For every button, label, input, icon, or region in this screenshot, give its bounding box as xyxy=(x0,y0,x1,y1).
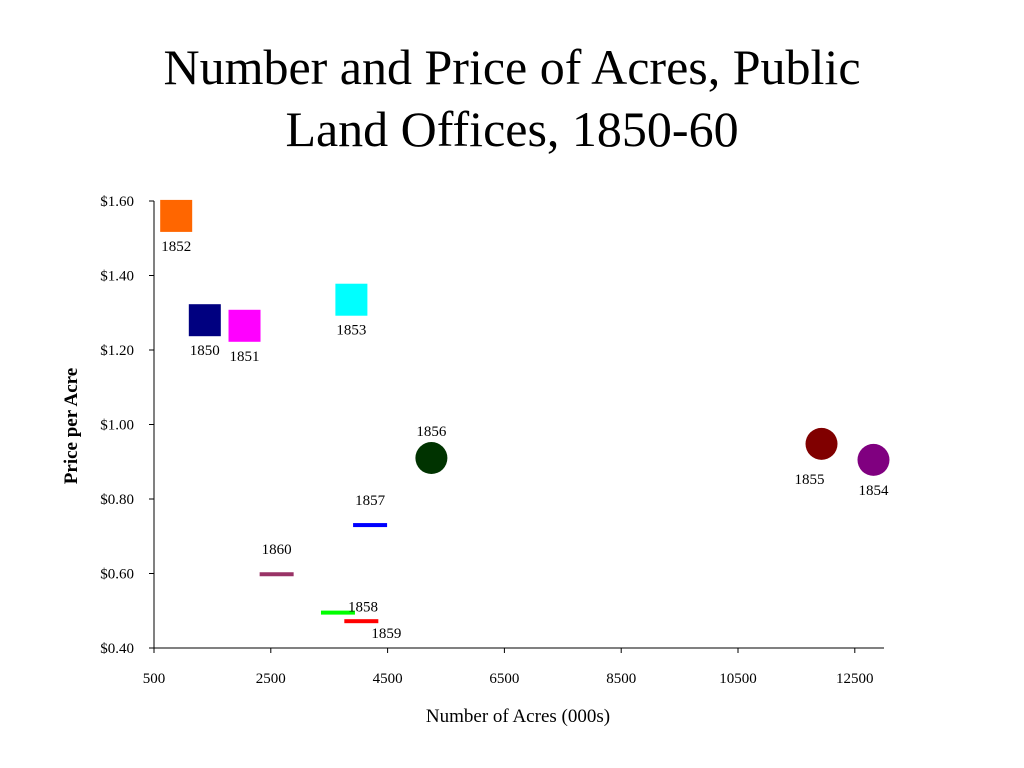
point-1851-marker xyxy=(228,309,261,342)
point-1850-marker xyxy=(188,304,221,337)
x-tick-label: 2500 xyxy=(256,671,286,687)
y-axis-label: Price per Acre xyxy=(61,368,82,484)
chart-axes xyxy=(153,201,884,649)
point-1860-label: 1860 xyxy=(262,542,292,558)
y-tick-label: $1.40 xyxy=(100,269,134,285)
point-1857-label: 1857 xyxy=(355,493,386,509)
x-tick-label: 6500 xyxy=(489,671,519,687)
x-tick-label: 8500 xyxy=(606,671,636,687)
point-1853-label: 1853 xyxy=(336,323,366,339)
chart-title-line-1: Number and Price of Acres, Public xyxy=(163,39,861,95)
point-1854-label: 1854 xyxy=(858,483,889,499)
chart-title: Number and Price of Acres, Public Land O… xyxy=(0,36,1024,160)
point-1856-marker xyxy=(415,442,448,475)
x-tick-label: 10500 xyxy=(719,671,757,687)
point-1857-marker xyxy=(353,523,388,528)
point-1851-label: 1851 xyxy=(230,349,260,365)
x-tick-label: 500 xyxy=(143,671,166,687)
x-tick-label: 12500 xyxy=(836,671,874,687)
x-tick-label: 4500 xyxy=(373,671,403,687)
point-1858-marker xyxy=(320,610,355,615)
point-1859-marker xyxy=(344,619,379,624)
point-1853-marker xyxy=(335,283,368,316)
point-1852-label: 1852 xyxy=(161,239,191,255)
y-tick-label: $0.40 xyxy=(100,641,134,657)
point-1855-marker xyxy=(805,427,838,460)
point-1854-marker xyxy=(857,443,890,476)
chart-title-line-2: Land Offices, 1850-60 xyxy=(285,101,739,157)
point-1852-marker xyxy=(160,199,193,232)
point-1860-marker xyxy=(259,572,294,577)
point-1859-label: 1859 xyxy=(371,626,401,642)
point-1856-label: 1856 xyxy=(416,424,447,440)
y-tick-label: $1.20 xyxy=(100,343,134,359)
y-tick-label: $0.60 xyxy=(100,567,134,583)
y-tick-label: $0.80 xyxy=(100,492,134,508)
point-1858-label: 1858 xyxy=(348,600,378,616)
point-1855-label: 1855 xyxy=(795,472,825,488)
chart-ticks: $0.40 $0.60 $0.80 $1.00 $1.20 $1.40 $1.60 500 25… xyxy=(100,194,873,687)
y-tick-label: $1.00 xyxy=(100,418,134,434)
y-tick-label: $1.60 xyxy=(100,194,134,210)
chart-marks: 1850 1851 1852 1853 1854 1855 1856 1857 1858 1859… xyxy=(160,199,890,642)
x-axis-label: Number of Acres (000s) xyxy=(426,706,610,727)
point-1850-label: 1850 xyxy=(190,343,220,359)
